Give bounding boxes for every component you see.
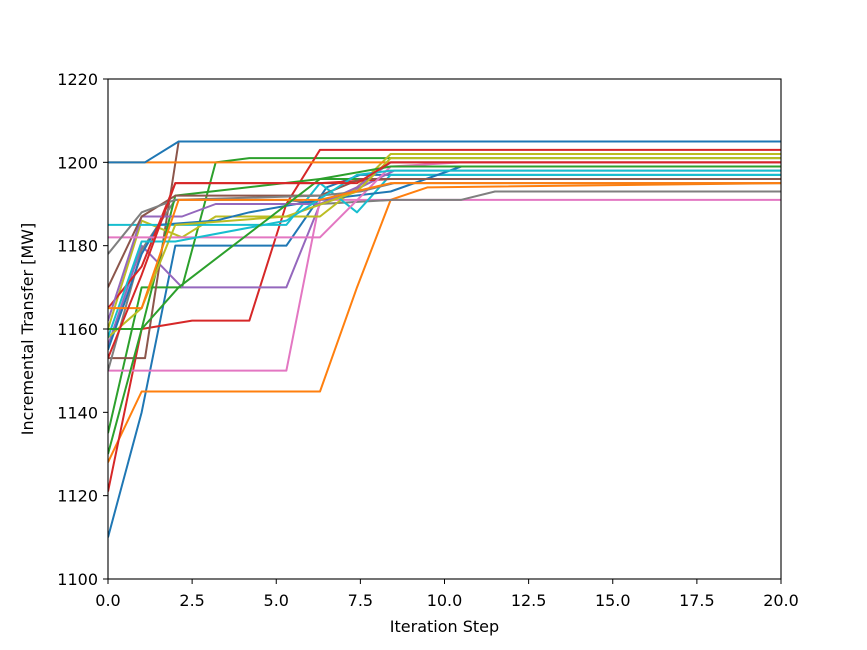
x-axis: 0.0 2.5 5.0 7.5 10.0 12.5 15.0 17.5 20.0 — [95, 579, 799, 610]
series-line-11 — [108, 165, 781, 351]
y-tick-label: 1200 — [57, 153, 98, 172]
y-axis-label: Incremental Transfer [MW] — [18, 223, 37, 435]
y-tick-label: 1180 — [57, 237, 98, 256]
x-tick-label: 5.0 — [264, 591, 289, 610]
x-tick-label: 10.0 — [427, 591, 463, 610]
x-tick-label: 2.5 — [179, 591, 204, 610]
x-tick-label: 15.0 — [595, 591, 631, 610]
series-line-21 — [108, 140, 781, 164]
x-tick-label: 7.5 — [348, 591, 373, 610]
series-line-5 — [108, 169, 781, 346]
series-line-9 — [108, 153, 781, 330]
x-tick-label: 17.5 — [679, 591, 715, 610]
series-line-16 — [108, 178, 781, 288]
y-tick-label: 1100 — [57, 570, 98, 589]
y-tick-label: 1220 — [57, 70, 98, 89]
series-line-22 — [108, 182, 781, 310]
series-line-24 — [108, 161, 781, 359]
series-line-2 — [108, 182, 781, 463]
series-group — [108, 140, 781, 538]
x-tick-label: 20.0 — [763, 591, 799, 610]
series-line-20 — [108, 169, 781, 338]
x-tick-label: 0.0 — [95, 591, 120, 610]
x-tick-label: 12.5 — [511, 591, 547, 610]
y-axis: 1100 1120 1140 1160 1180 1200 1220 — [57, 70, 108, 589]
x-axis-label: Iteration Step — [390, 617, 499, 636]
y-tick-label: 1140 — [57, 403, 98, 422]
series-line-23 — [108, 165, 781, 330]
y-tick-label: 1120 — [57, 487, 98, 506]
y-tick-label: 1160 — [57, 320, 98, 339]
